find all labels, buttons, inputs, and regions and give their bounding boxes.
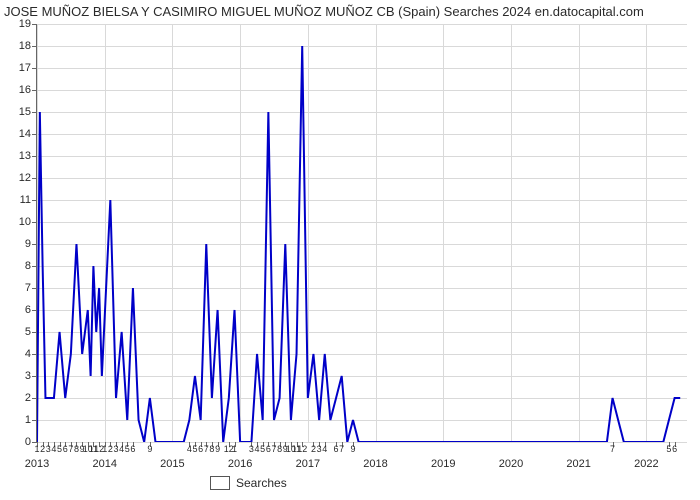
ytick-label: 6 [25,304,31,316]
xtick-month-label: 9 [350,444,355,454]
xtick-year-label: 2020 [499,458,523,470]
ytick-label: 3 [25,370,31,382]
ytick-label: 10 [19,216,31,228]
ytick-label: 13 [19,150,31,162]
xtick-month-label: 7 [339,444,344,454]
xtick-month-label: 6 [672,444,677,454]
xtick-month-label: 7 [271,444,276,454]
xtick-month-label: 2 [311,444,316,454]
xtick-month-label: 4 [187,444,192,454]
series-line [37,24,687,442]
xtick-month-label: 8 [277,444,282,454]
ytick-label: 19 [19,18,31,30]
xtick-year-label: 2021 [566,458,590,470]
xtick-month-label: 6 [266,444,271,454]
xtick-month-label: 3 [317,444,322,454]
xtick-year-label: 2015 [160,458,184,470]
xtick-month-label: 6 [198,444,203,454]
xtick-month-label: 4 [51,444,56,454]
xtick-year-label: 2016 [228,458,252,470]
xtick-year-label: 2019 [431,458,455,470]
chart-title: JOSE MUÑOZ BIELSA Y CASIMIRO MIGUEL MUÑO… [0,4,700,19]
xtick-month-label: 2 [40,444,45,454]
xtick-month-label: 4 [255,444,260,454]
ytick-label: 18 [19,40,31,52]
xtick-month-label: 12 [297,444,307,454]
xtick-year-label: 2017 [296,458,320,470]
xtick-month-label: 5 [192,444,197,454]
ytick-label: 0 [25,436,31,448]
xtick-month-label: 8 [209,444,214,454]
xtick-month-label: 5 [260,444,265,454]
xtick-month-label: 7 [68,444,73,454]
legend: Searches [210,476,287,490]
xtick-month-label: 4 [322,444,327,454]
legend-label: Searches [236,476,287,490]
xtick-month-label: 3 [249,444,254,454]
ytick-label: 2 [25,392,31,404]
xtick-month-label: 5 [57,444,62,454]
ytick-label: 4 [25,348,31,360]
xtick-year-label: 2013 [25,458,49,470]
xtick-month-label: 6 [130,444,135,454]
xtick-month-label: 6 [63,444,68,454]
xtick-month-label: 1 [232,444,237,454]
ytick-label: 7 [25,282,31,294]
ytick-label: 8 [25,260,31,272]
ytick-label: 11 [20,194,31,206]
xtick-month-label: 5 [125,444,130,454]
xtick-month-label: 1 [34,444,39,454]
xtick-month-label: 7 [610,444,615,454]
xtick-month-label: 8 [74,444,79,454]
xtick-month-label: 1 [102,444,107,454]
xtick-month-label: 5 [666,444,671,454]
ytick-label: 17 [19,62,31,74]
xtick-year-label: 2018 [363,458,387,470]
xtick-month-label: 7 [204,444,209,454]
xtick-month-label: 9 [215,444,220,454]
xtick-month-label: 4 [119,444,124,454]
gridline [37,442,687,443]
plot-area: 0123456789101112131415161718192013201420… [36,24,687,443]
xtick-month-label: 6 [334,444,339,454]
ytick-label: 16 [19,84,31,96]
legend-swatch-icon [210,476,230,490]
xtick-year-label: 2022 [634,458,658,470]
ytick-label: 15 [19,106,31,118]
ytick-label: 14 [19,128,31,140]
ytick-label: 1 [25,414,31,426]
chart-container: JOSE MUÑOZ BIELSA Y CASIMIRO MIGUEL MUÑO… [0,0,700,500]
xtick-month-label: 2 [108,444,113,454]
xtick-year-label: 2014 [92,458,116,470]
ytick-label: 9 [25,238,31,250]
ytick-label: 5 [25,326,31,338]
xtick-month-label: 3 [114,444,119,454]
xtick-month-label: 9 [147,444,152,454]
ytick-label: 12 [19,172,31,184]
xtick-month-label: 3 [46,444,51,454]
